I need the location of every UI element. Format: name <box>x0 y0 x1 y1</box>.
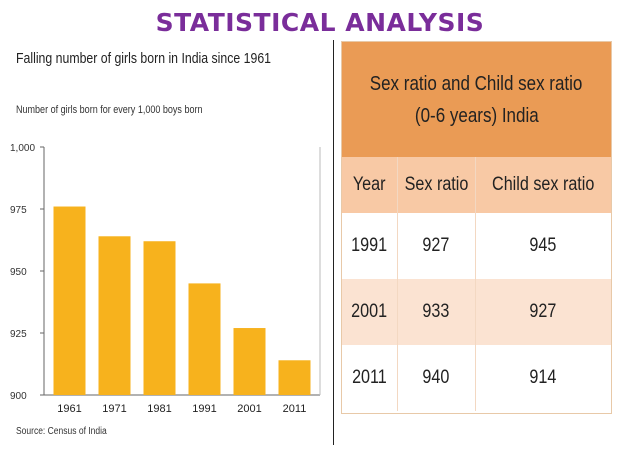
table-cell-child-sex-ratio: 945 <box>474 213 611 279</box>
table-row: 2011 940 914 <box>342 345 611 411</box>
x-tick-label: 1961 <box>57 403 81 415</box>
x-tick-label: 1981 <box>147 403 171 415</box>
y-tick-label: 900 <box>10 391 27 402</box>
table-cell-sex-ratio: 940 <box>396 345 475 411</box>
bar <box>98 236 131 395</box>
table-title-line-1: Sex ratio and Child sex ratio <box>370 72 583 95</box>
y-tick-label: 925 <box>10 329 27 340</box>
table-cell-sex-ratio: 933 <box>396 279 475 345</box>
bar-chart: 900 925 950 975 1,000 1961 1971 1981 1991 2001 201… <box>10 143 321 415</box>
table-cell-child-sex-ratio: 927 <box>474 279 611 345</box>
table-title-line-2: (0-6 years) India <box>414 104 539 127</box>
chart-source: Source: Census of India <box>16 426 107 437</box>
x-tick-label: 1971 <box>102 403 126 415</box>
column-header-child-sex-ratio: Child sex ratio <box>474 157 611 213</box>
slide-title: STATISTICAL ANALYSIS <box>155 8 485 37</box>
table-cell-year: 2011 <box>342 345 397 411</box>
bar <box>143 241 176 395</box>
x-tick-label: 2011 <box>283 403 307 415</box>
x-tick-label: 2001 <box>237 403 261 415</box>
table-cell-child-sex-ratio: 914 <box>474 345 611 411</box>
chart-title: Falling number of girls born in India si… <box>16 50 272 67</box>
sex-ratio-table: Year Sex ratio Child sex ratio 1991 927 … <box>342 157 611 411</box>
table-row: 1991 927 945 <box>342 213 611 279</box>
bar <box>188 283 221 395</box>
y-tick-label: 1,000 <box>10 143 35 154</box>
bar-chart-panel: 900 925 950 975 1,000 1961 1971 1981 1991 2001 201… <box>0 40 330 450</box>
table-header-row: Year Sex ratio Child sex ratio <box>342 157 611 213</box>
column-header-sex-ratio: Sex ratio <box>396 157 475 213</box>
bar <box>233 328 266 395</box>
table-cell-year: 1991 <box>342 213 397 279</box>
table-title: Sex ratio and Child sex ratio (0-6 years… <box>342 42 611 157</box>
bar <box>278 360 311 395</box>
chart-subtitle: Number of girls born for every 1,000 boy… <box>16 104 203 116</box>
sex-ratio-table-panel: Sex ratio and Child sex ratio (0-6 years… <box>341 41 612 414</box>
table-row: 2001 933 927 <box>342 279 611 345</box>
column-header-year: Year <box>342 157 397 213</box>
y-tick-label: 975 <box>10 205 27 216</box>
bar <box>53 206 86 395</box>
divider <box>333 40 334 445</box>
table-cell-sex-ratio: 927 <box>396 213 475 279</box>
x-tick-label: 1991 <box>192 403 216 415</box>
table-cell-year: 2001 <box>342 279 397 345</box>
y-tick-label: 950 <box>10 267 27 278</box>
